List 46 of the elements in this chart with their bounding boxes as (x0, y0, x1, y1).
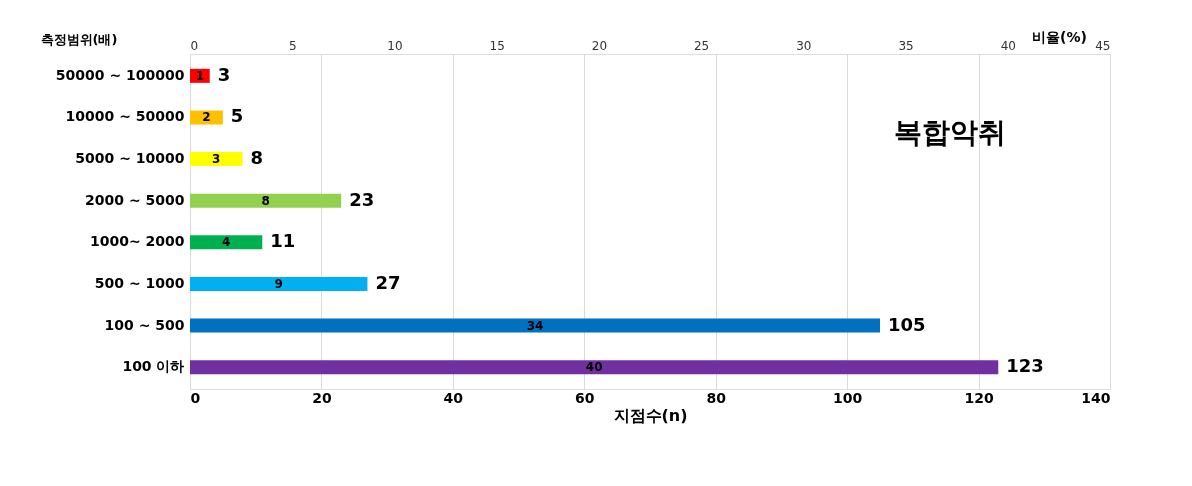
annotation: 8 (261, 193, 270, 208)
annotation: 9 (274, 276, 283, 291)
y-tick-label: 1000~ 2000 (89, 233, 185, 250)
data-label: 5 (230, 105, 244, 127)
x-tick-label: 100 (833, 389, 863, 406)
x-tick-label: 60 (575, 389, 595, 406)
annotation: 40 (585, 360, 603, 375)
x-axis-title: 지점수(n) (613, 405, 688, 425)
x2-tick-label: 35 (898, 38, 914, 53)
y-tick-label: 100 이하 (122, 358, 185, 375)
x2-tick-label: 15 (489, 38, 505, 53)
x-tick-label: 80 (706, 389, 727, 406)
x2-tick-label: 20 (591, 38, 608, 53)
x2-tick-label: 30 (796, 38, 812, 53)
data-label: 8 (250, 147, 264, 169)
x2-tick-label: 10 (387, 38, 403, 53)
annotation: 3 (212, 152, 221, 167)
x-tick-label: 120 (964, 389, 994, 406)
x2-tick-label: 25 (693, 38, 710, 53)
annotation: 1 (195, 68, 205, 83)
data-label: 27 (375, 271, 401, 293)
x-tick-label: 140 (1081, 389, 1111, 406)
x-tick-label: 40 (443, 389, 464, 406)
data-label: 123 (1006, 355, 1044, 377)
y-tick-label: 100 ~ 500 (104, 316, 185, 333)
y-axis-title: 측정범위(배) (40, 31, 118, 47)
y-tick-label: 50000 ~ 100000 (55, 66, 185, 83)
data-label: 3 (217, 63, 231, 85)
x2-tick-label: 45 (1095, 38, 1111, 53)
y-tick-label: 500 ~ 1000 (94, 274, 185, 291)
annotation: 4 (221, 235, 231, 250)
x2-tick-label: 5 (288, 38, 297, 53)
data-label: 105 (888, 313, 926, 335)
x2-axis-title: 비율(%) (1032, 28, 1087, 45)
x-tick-label: 0 (190, 389, 201, 406)
data-label: 11 (270, 230, 296, 252)
y-tick-label: 10000 ~ 50000 (65, 108, 185, 125)
x-tick-label: 20 (312, 389, 332, 406)
x2-tick-label: 40 (1000, 38, 1016, 53)
y-tick-label: 5000 ~ 10000 (75, 150, 185, 167)
annotation: 2 (202, 110, 211, 125)
y-tick-label: 2000 ~ 5000 (85, 191, 185, 208)
text: 복합악취 (894, 116, 1006, 149)
annotation: 34 (526, 318, 544, 333)
x2-tick-label: 0 (190, 38, 199, 53)
data-label: 23 (349, 188, 375, 210)
